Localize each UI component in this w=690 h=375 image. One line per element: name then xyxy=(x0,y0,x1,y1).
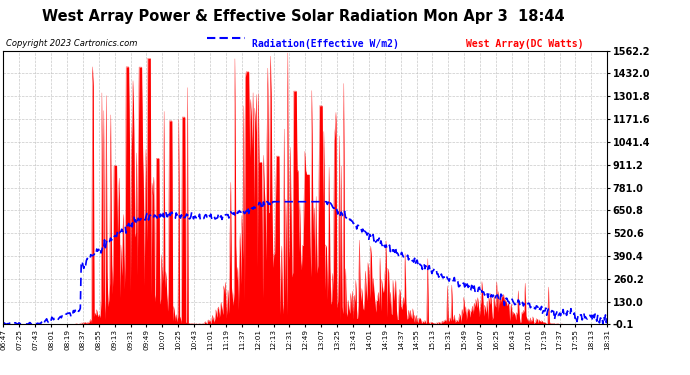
Text: West Array(DC Watts): West Array(DC Watts) xyxy=(466,39,583,50)
Text: Radiation(Effective W/m2): Radiation(Effective W/m2) xyxy=(252,39,399,50)
Text: Copyright 2023 Cartronics.com: Copyright 2023 Cartronics.com xyxy=(6,39,137,48)
Text: West Array Power & Effective Solar Radiation Mon Apr 3  18:44: West Array Power & Effective Solar Radia… xyxy=(42,9,565,24)
